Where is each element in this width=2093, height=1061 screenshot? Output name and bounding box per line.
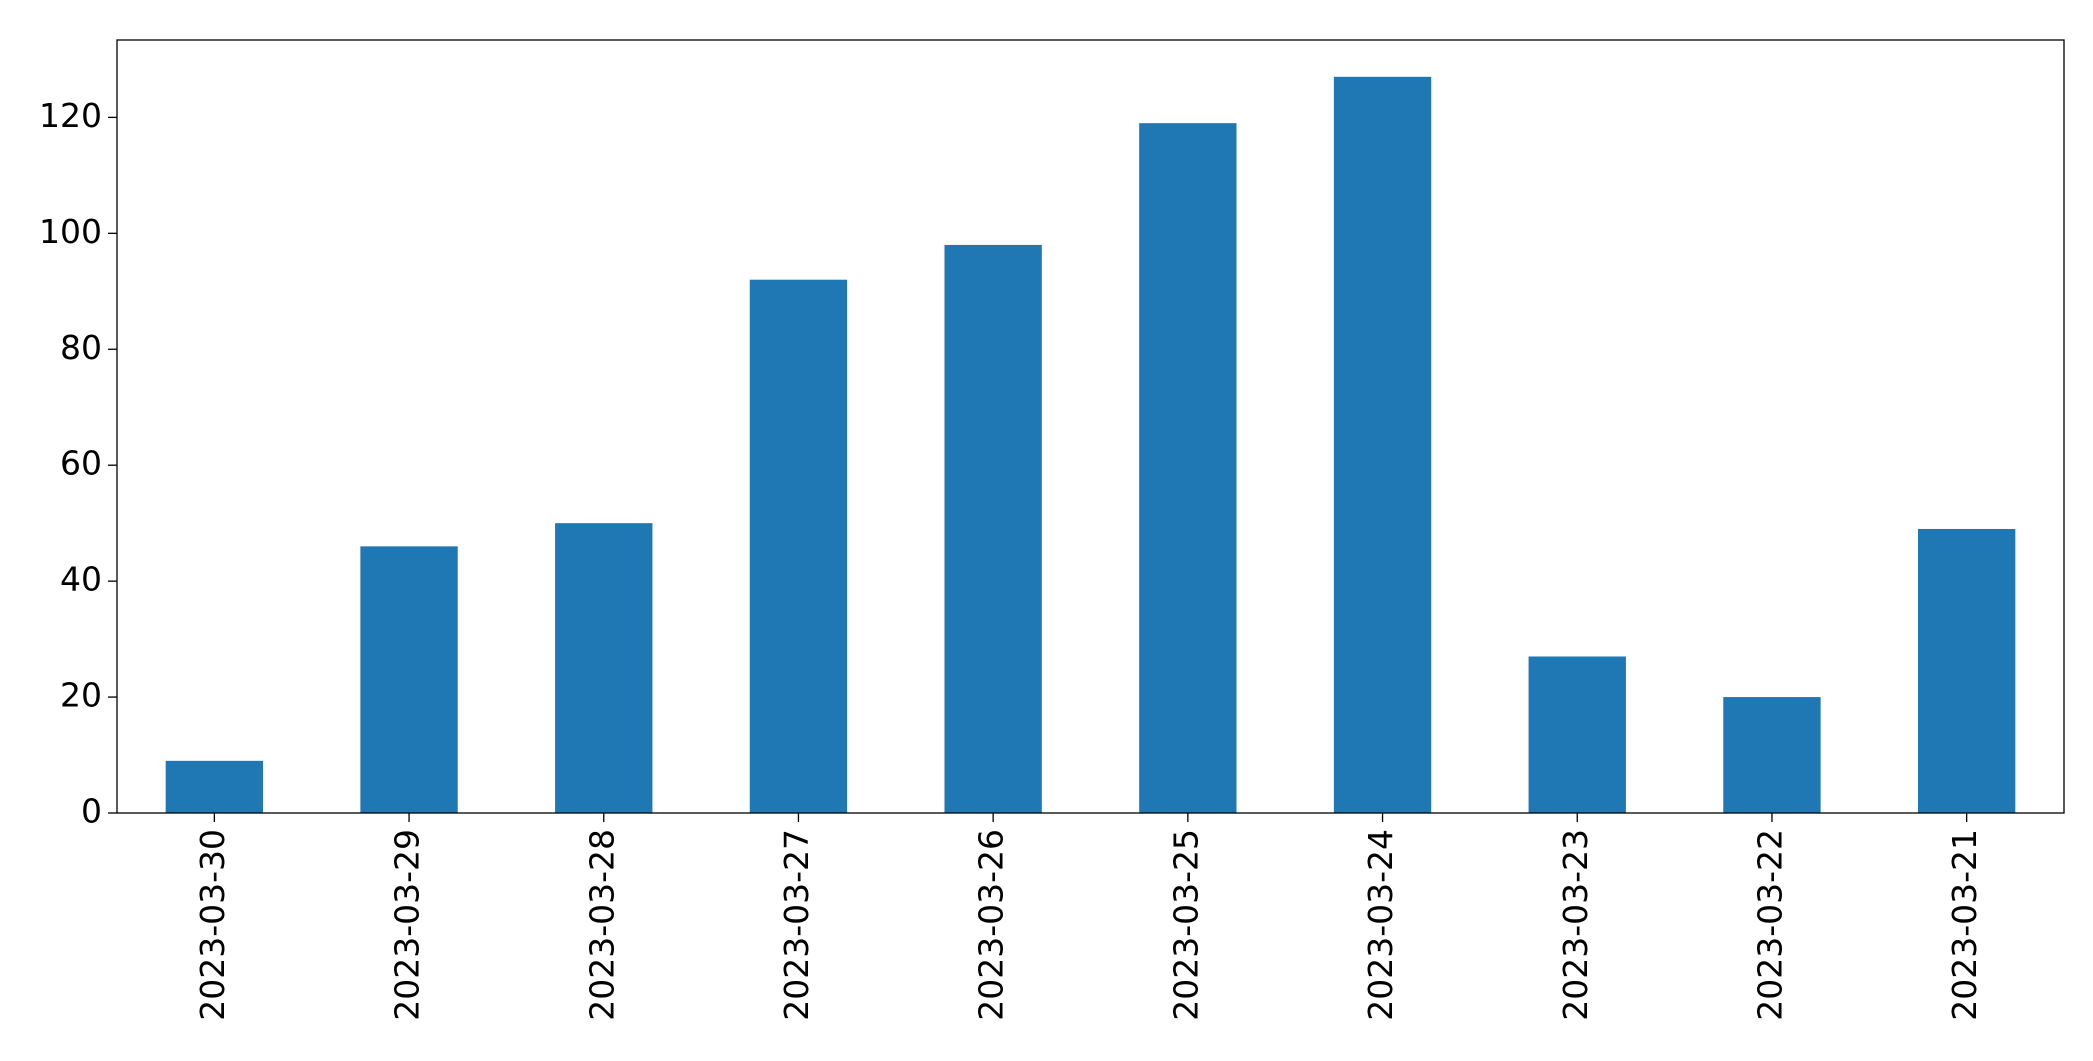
x-tick-label: 2023-03-22	[1750, 829, 1789, 1021]
y-tick-label: 100	[39, 212, 102, 251]
y-tick-label: 60	[60, 444, 102, 483]
x-tick-label: 2023-03-28	[582, 829, 621, 1021]
bar	[1333, 76, 1432, 814]
x-tick-label: 2023-03-25	[1166, 829, 1205, 1021]
y-tick-label: 0	[81, 792, 102, 831]
plot-frame	[116, 39, 2065, 814]
x-tick-label: 2023-03-21	[1945, 829, 1984, 1021]
bar	[944, 244, 1042, 813]
y-tick-label: 20	[60, 676, 102, 715]
bar	[1917, 528, 2016, 813]
y-tick-label: 40	[60, 560, 102, 599]
bar	[1723, 697, 1821, 813]
bar	[360, 546, 458, 813]
x-tick-label: 2023-03-23	[1556, 829, 1595, 1021]
y-tick-label: 120	[39, 96, 102, 135]
x-tick-label: 2023-03-30	[193, 829, 232, 1021]
x-tick-label: 2023-03-24	[1361, 829, 1400, 1021]
y-tick-label: 80	[60, 328, 102, 367]
x-tick-label: 2023-03-29	[388, 829, 427, 1021]
x-tick-label: 2023-03-27	[777, 829, 816, 1021]
bar	[1139, 123, 1237, 814]
bar	[749, 279, 848, 813]
x-tick-label: 2023-03-26	[972, 829, 1011, 1021]
bar	[1528, 656, 1626, 813]
bar	[555, 523, 653, 813]
bar	[165, 760, 264, 813]
